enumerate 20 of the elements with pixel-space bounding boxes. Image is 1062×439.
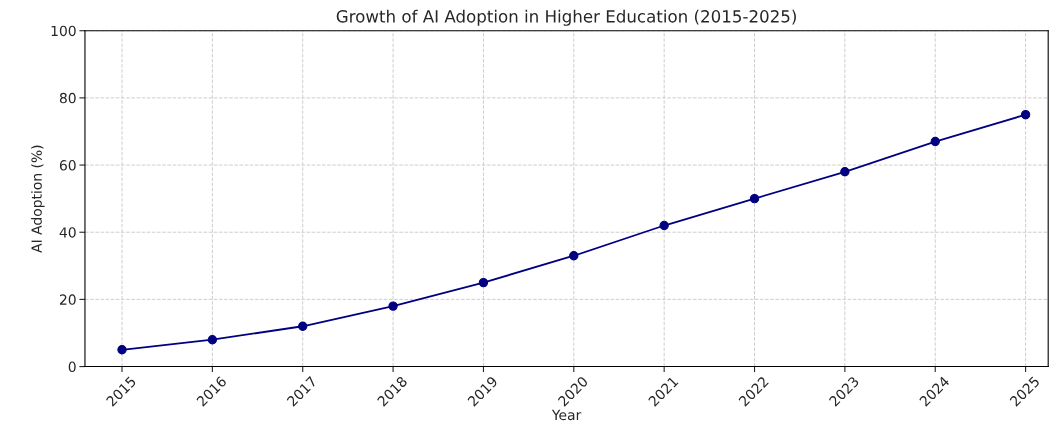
y-tick-label: 100	[51, 25, 76, 37]
point	[1020, 110, 1031, 120]
chart-title: Growth of AI Adoption in Higher Education (2015-2025)	[336, 9, 796, 26]
x-axis-title: Year	[551, 409, 582, 421]
point	[207, 335, 218, 345]
point	[659, 220, 669, 231]
y-tick-label: 40	[59, 227, 76, 238]
point	[388, 301, 398, 311]
y-tick-label: 20	[59, 294, 76, 305]
point	[749, 193, 760, 204]
point	[930, 136, 940, 147]
point	[478, 277, 489, 288]
y-tick-label: 0	[68, 361, 76, 373]
point	[117, 345, 127, 355]
point	[840, 167, 850, 177]
y-tick-label: 60	[59, 160, 76, 171]
y-tick-label: 80	[59, 92, 76, 104]
point	[298, 321, 308, 331]
point	[569, 251, 579, 261]
y-axis-title: AI Adoption (%)	[31, 145, 45, 253]
